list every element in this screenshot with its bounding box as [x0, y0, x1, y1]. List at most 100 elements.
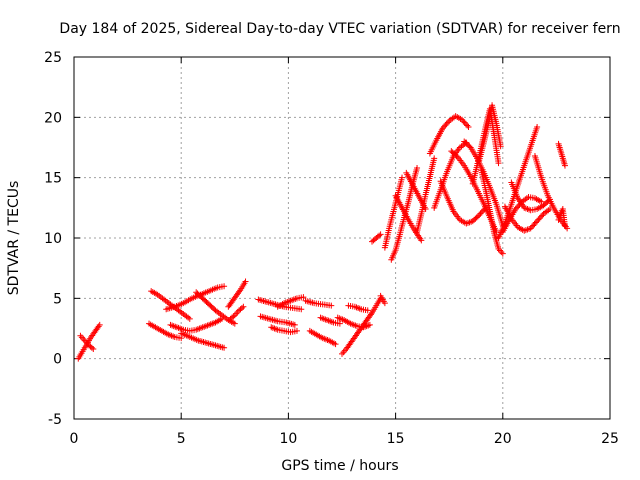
data-point	[377, 231, 384, 238]
series-t9	[225, 278, 249, 310]
data-point	[221, 283, 228, 290]
series-t10	[227, 303, 247, 322]
data-point	[418, 237, 425, 244]
series-t35	[478, 167, 506, 257]
data-point	[242, 278, 249, 285]
y-tick-label: 25	[44, 50, 62, 66]
data-point	[443, 120, 450, 127]
data-point	[414, 165, 421, 172]
data-point	[478, 209, 485, 216]
data-point	[536, 215, 543, 222]
y-tick-label: 20	[44, 110, 62, 126]
data-point	[531, 221, 538, 228]
data-point	[561, 162, 568, 169]
data-point	[530, 222, 537, 229]
series-t42	[555, 140, 568, 169]
data-point	[453, 152, 460, 159]
data-point	[293, 327, 300, 334]
data-point	[238, 304, 245, 311]
data-point	[240, 303, 247, 310]
data-point	[186, 315, 193, 322]
series-t5	[163, 283, 228, 313]
series-t24	[388, 165, 421, 263]
data-point	[431, 155, 438, 162]
data-point	[291, 321, 298, 328]
series-t4	[146, 320, 185, 342]
series-t23	[381, 174, 406, 251]
data-point	[527, 225, 534, 232]
data-point	[512, 206, 519, 213]
chart-title: Day 184 of 2025, Sidereal Day-to-day VTE…	[59, 21, 620, 37]
data-point	[88, 344, 95, 351]
data-point	[439, 125, 446, 132]
data-point	[96, 321, 103, 328]
data-point	[465, 123, 472, 130]
data-point	[464, 122, 471, 129]
x-tick-label: 20	[494, 431, 512, 447]
data-point	[422, 206, 429, 213]
series-t20	[345, 302, 371, 314]
data-point	[90, 346, 97, 353]
series-t6	[167, 315, 225, 334]
data-point	[474, 213, 481, 220]
data-point	[441, 123, 448, 130]
data-point	[442, 122, 449, 129]
grid-lines	[74, 57, 610, 419]
data-point	[221, 344, 228, 351]
x-tick-label: 5	[177, 431, 186, 447]
series-t14	[268, 324, 300, 336]
data-point	[497, 143, 504, 150]
data-point	[495, 160, 502, 167]
y-tick-label: 5	[53, 291, 62, 307]
data-point	[537, 213, 544, 220]
data-point	[328, 302, 335, 309]
y-axis-label: SDTVAR / TECUs	[6, 181, 22, 296]
series-t7	[178, 330, 228, 351]
series-t30	[437, 178, 489, 227]
series-t3	[148, 288, 193, 322]
data-point	[476, 212, 483, 219]
data-points	[75, 102, 571, 362]
y-tick-label: 10	[44, 231, 62, 247]
series-t27	[403, 169, 429, 213]
series-t28	[426, 113, 472, 157]
data-point	[534, 218, 541, 225]
series-t41	[555, 206, 568, 229]
x-tick-label: 25	[601, 431, 619, 447]
data-point	[459, 116, 466, 123]
data-point	[460, 118, 467, 125]
data-point	[538, 198, 545, 205]
data-point	[336, 320, 343, 327]
data-point	[528, 223, 535, 230]
data-point	[230, 313, 237, 320]
y-axis: -5 0 5 10 15 20 25	[44, 50, 610, 428]
x-axis-label: GPS time / hours	[281, 458, 398, 474]
data-point	[477, 210, 484, 217]
series-t15	[302, 297, 335, 309]
data-point	[444, 119, 451, 126]
data-point	[466, 143, 473, 150]
data-point	[231, 320, 238, 327]
series-t21	[377, 292, 388, 307]
data-point	[399, 174, 406, 181]
data-point	[381, 300, 388, 307]
y-tick-label: 0	[53, 352, 62, 368]
y-tick-label: 15	[44, 171, 62, 187]
data-point	[298, 306, 305, 313]
series-t34	[476, 102, 504, 164]
y-tick-label: -5	[48, 412, 62, 428]
series-t11	[255, 296, 305, 313]
x-tick-label: 15	[387, 431, 405, 447]
data-point	[332, 341, 339, 348]
data-point	[376, 232, 383, 239]
x-axis: 0 5 10 15 20 25	[70, 57, 619, 447]
data-point	[366, 321, 373, 328]
data-point	[534, 123, 541, 130]
series-t13	[274, 294, 307, 310]
data-point	[539, 212, 546, 219]
data-point	[462, 121, 469, 128]
series-t22	[369, 231, 384, 245]
data-point	[499, 250, 506, 257]
data-point	[300, 294, 307, 301]
